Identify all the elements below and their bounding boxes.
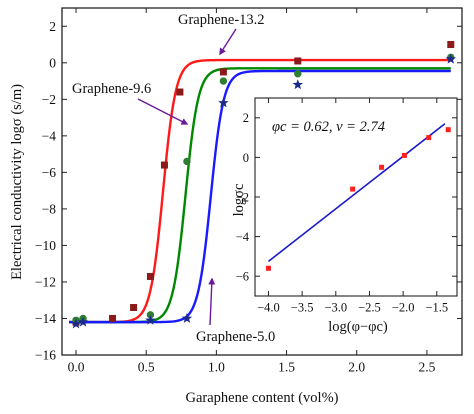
main-y-tick-label: −6 (42, 165, 57, 180)
main-x-tick-label: 2.0 (348, 360, 365, 375)
data-point-graphene-13-2 (130, 304, 138, 312)
main-y-tick-label: −10 (35, 238, 56, 253)
inset-fit-line-path (267, 123, 446, 262)
data-point-graphene-5-0 (145, 314, 156, 325)
inset-x-tick-label: −1.5 (425, 301, 448, 315)
annotation-graphene-5-0: Graphene-5.0 (196, 329, 275, 345)
main-y-tick-label: −4 (42, 129, 57, 144)
inset-x-tick-label: −3.0 (324, 301, 347, 315)
main-y-tick-label: −2 (42, 92, 56, 107)
main-y-tick-label: 0 (49, 56, 56, 71)
inset-x-tick-label: −3.5 (291, 301, 314, 315)
inset-y-tick-label: −4 (236, 230, 250, 244)
main-y-tick-label: 2 (49, 19, 56, 34)
main-plot-frame (61, 7, 463, 356)
arrow-graphene-5-0 (208, 277, 216, 326)
inset-data-point (265, 265, 271, 271)
data-point-graphene-5-0 (181, 312, 193, 323)
main-x-tick-label: 0.0 (68, 360, 85, 375)
data-point-graphene-5-0 (218, 97, 229, 108)
main-x-tick-label: 0.5 (138, 360, 155, 375)
fit-curve-graphene-5-0 (69, 69, 451, 324)
inset-annotation: φc = 0.62, v = 2.74 (272, 119, 385, 135)
main-x-tick-label: 1.0 (208, 360, 225, 375)
inset-data-point (426, 135, 432, 141)
data-point-graphene-9-6 (183, 157, 191, 166)
inset-y-tick-label: 2 (243, 111, 249, 125)
inset-fit-line (267, 123, 446, 262)
inset-chart: −4.0 −3.5 −3.0 −2.5 −2.0 −1.5 −6 −4 −2 0 2 φc = 0.… (231, 97, 458, 335)
data-point-graphene-5-0 (77, 316, 89, 327)
data-point-graphene-9-6 (219, 77, 228, 85)
main-x-axis-label: Garaphene content (vol%) (186, 390, 339, 406)
data-point-graphene-13-2 (294, 57, 302, 65)
main-y-tick-label: −12 (35, 275, 56, 290)
annotation-graphene-13-2: Graphene-13.2 (178, 12, 265, 28)
main-x-tick-label: 1.5 (278, 360, 295, 375)
inset-data-point (445, 127, 451, 133)
main-y-tick-label: −8 (42, 202, 57, 217)
data-point-graphene-13-2 (176, 88, 184, 96)
main-y-tick-label: −14 (35, 311, 56, 326)
inset-y-tick-label: 0 (243, 151, 249, 165)
main-fit-curves (69, 58, 451, 324)
data-point-graphene-13-2 (160, 161, 168, 169)
data-point-graphene-9-6 (294, 70, 302, 78)
inset-x-tick-label: −4.0 (257, 301, 280, 315)
data-point-graphene-13-2 (219, 68, 227, 76)
data-point-graphene-5-0 (70, 318, 82, 329)
data-point-graphene-5-0 (292, 79, 304, 90)
inset-data-point (350, 186, 356, 192)
main-axis-ticks: 0.0 0.5 1.0 1.5 2.0 2.5 −16 −14 −12 −10 −8 −6 −4 −2 0 2 (35, 8, 462, 375)
data-point-graphene-13-2 (109, 314, 117, 322)
data-point-graphene-13-2 (447, 41, 455, 49)
inset-y-axis-label: logσc (231, 184, 247, 217)
arrow-graphene-9-6 (137, 98, 189, 125)
fit-curve-graphene-13-2 (69, 58, 451, 324)
inset-y-tick-label: −6 (236, 270, 249, 284)
inset-data-points (265, 127, 451, 271)
main-y-tick-label: −16 (35, 348, 56, 363)
annotation-graphene-9-6: Graphene-9.6 (72, 81, 151, 97)
inset-x-tick-label: −2.5 (358, 301, 381, 315)
arrow-graphene-13-2 (219, 28, 237, 56)
main-chart: 0.0 0.5 1.0 1.5 2.0 2.5 −16 −14 −12 −10 −8 −6 −4 −2 0 2… (9, 7, 463, 406)
main-y-axis-label: Electrical conductivity logσ (s/m) (9, 84, 25, 280)
inset-background (255, 98, 457, 296)
inset-data-point (379, 164, 385, 170)
inset-y-tick-label: −2 (236, 190, 249, 204)
inset-axis-ticks: −4.0 −3.5 −3.0 −2.5 −2.0 −1.5 −6 −4 −2 0 2 (236, 98, 457, 315)
inset-x-tick-label: −2.0 (392, 301, 415, 315)
inset-data-point (401, 152, 407, 158)
data-point-graphene-13-2 (146, 272, 154, 280)
inset-x-axis-label: log(φ−φc) (328, 319, 388, 335)
main-x-tick-label: 2.5 (418, 360, 435, 375)
main-data-points (70, 41, 456, 329)
data-point-graphene-5-0 (445, 53, 456, 64)
